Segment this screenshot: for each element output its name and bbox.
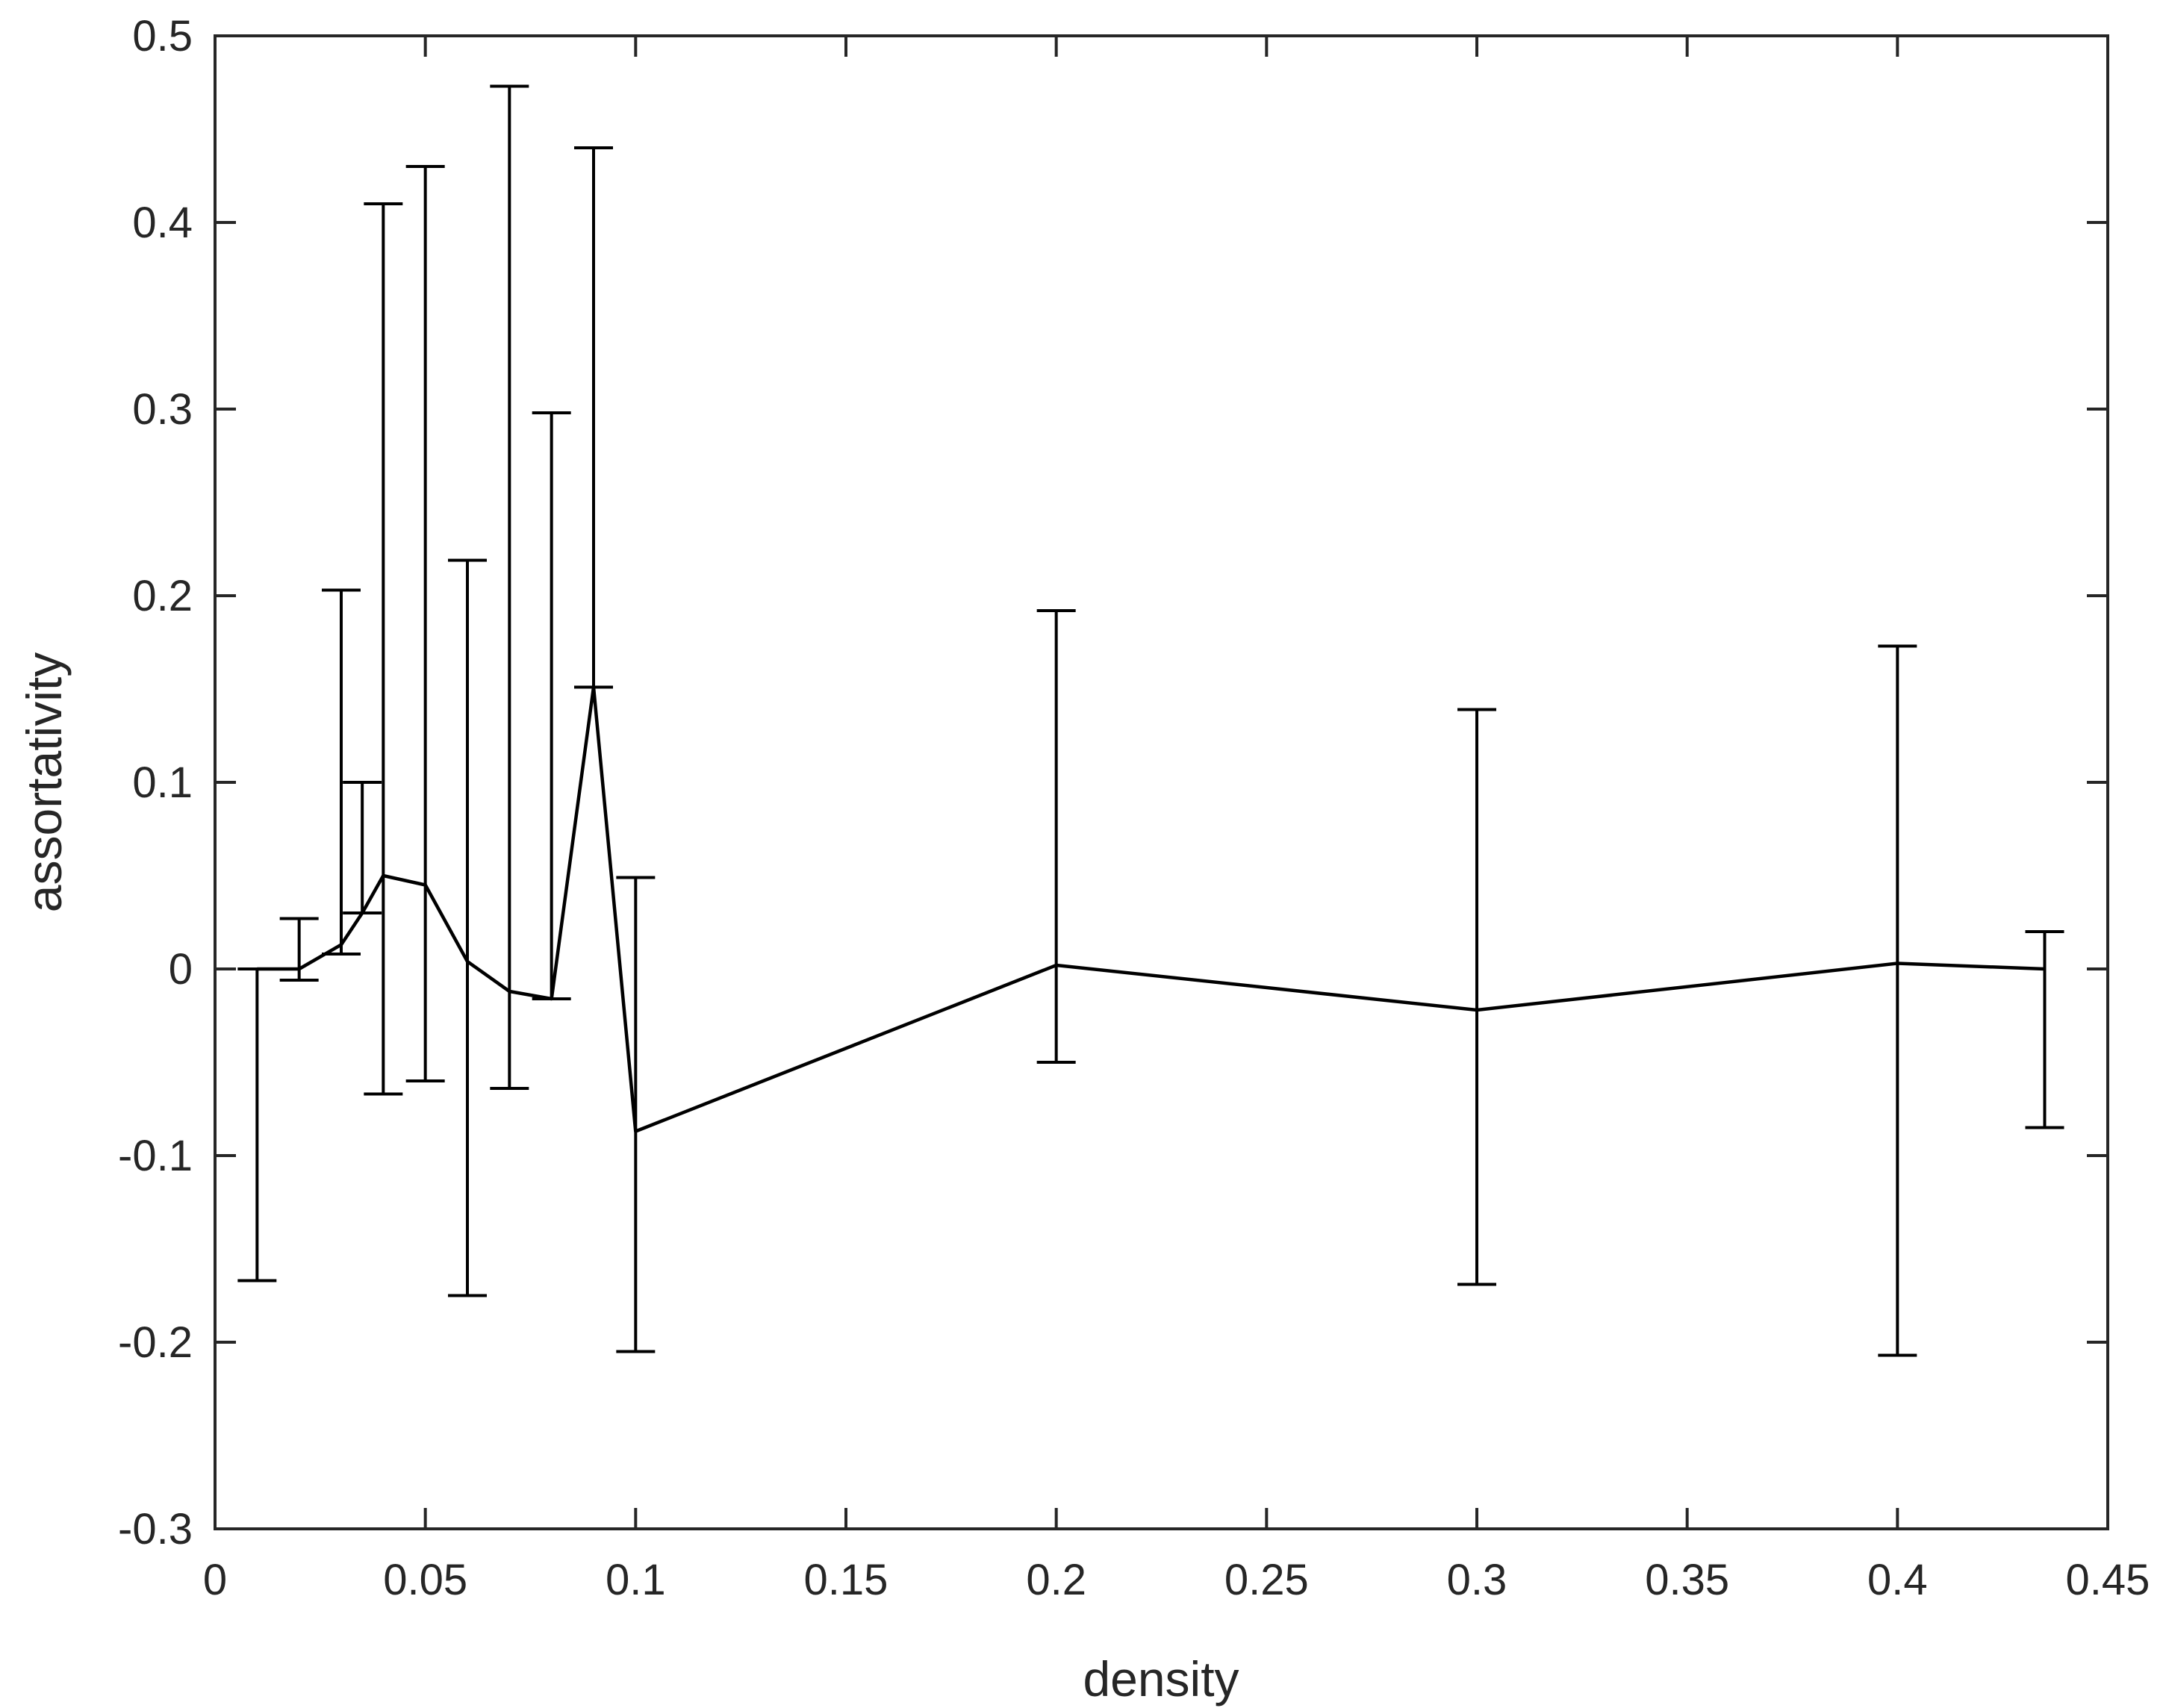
error-bar xyxy=(490,84,529,1090)
x-tick-label: 0.15 xyxy=(804,1556,889,1604)
error-bars xyxy=(237,84,2064,1357)
series-line xyxy=(257,685,2045,1133)
y-tick-label: 0.1 xyxy=(132,758,193,807)
error-bar xyxy=(405,165,445,1082)
axis-ticks xyxy=(214,34,2109,1530)
error-bar xyxy=(1036,609,1076,1064)
y-tick-label: 0.4 xyxy=(132,199,193,247)
x-tick-label: 0.2 xyxy=(1026,1556,1086,1604)
x-tick-label: 0.4 xyxy=(1867,1556,1928,1604)
x-tick-label: 0.05 xyxy=(383,1556,467,1604)
error-bar xyxy=(364,202,403,1096)
y-tick-label: -0.3 xyxy=(118,1505,193,1553)
y-tick-label: -0.2 xyxy=(118,1318,193,1367)
y-tick-label: 0.2 xyxy=(132,572,193,620)
plot-area xyxy=(214,34,2109,1530)
y-axis-label: assortativity xyxy=(16,652,72,912)
y-tick-label: 0.3 xyxy=(132,385,193,434)
error-bar xyxy=(448,558,487,1297)
error-bar xyxy=(1878,644,1917,1357)
x-tick-label: 0.3 xyxy=(1447,1556,1507,1604)
x-tick-label: 0.25 xyxy=(1224,1556,1309,1604)
x-axis-label: density xyxy=(1083,1651,1239,1707)
x-tick-labels: 0 0.05 0.1 0.15 0.2 0.25 0.3 0.35 0.4 0.45 xyxy=(203,1556,2150,1604)
x-tick-label: 0.45 xyxy=(2066,1556,2150,1604)
y-tick-label: -0.1 xyxy=(118,1132,193,1180)
x-tick-label: 0.1 xyxy=(606,1556,666,1604)
y-tick-labels: -0.3 -0.2 -0.1 0 0.1 0.2 0.3 0.4 0.5 xyxy=(118,12,193,1553)
x-tick-label: 0 xyxy=(203,1556,227,1604)
x-tick-label: 0.35 xyxy=(1645,1556,1729,1604)
y-tick-label: 0.5 xyxy=(132,12,193,60)
error-bar xyxy=(1457,708,1496,1286)
y-tick-label: 0 xyxy=(169,945,193,994)
error-bar xyxy=(2025,930,2064,1129)
